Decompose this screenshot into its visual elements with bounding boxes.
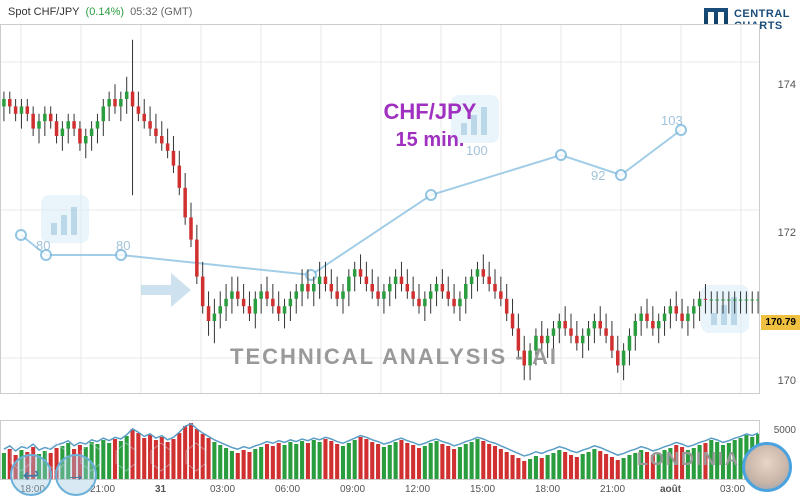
londinia-brand: LONDINIA [637,449,740,470]
nav-circle[interactable]: ↩ [10,454,52,496]
pct-change: (0.14%) [86,6,125,18]
nav-circle[interactable]: → [55,454,97,496]
y-axis: 170172174 [760,48,800,418]
x-axis: 18:0021:003103:0006:0009:0012:0015:0018:… [0,482,760,502]
svg-text:80: 80 [116,238,130,253]
chart-title: CHF/JPY 15 min. [330,99,530,152]
avatar-icon[interactable] [742,442,792,492]
current-price-tag: 170.79 [761,315,800,330]
ta-watermark: TECHNICAL ANALYSIS - AI [230,344,558,370]
timestamp: 05:32 (GMT) [130,6,192,18]
chart-header: Spot CHF/JPY (0.14%) 05:32 (GMT) [0,0,800,24]
chart-area: 808010092103 170172174 170.79 CHF/JPY 15… [0,24,800,500]
svg-text:92: 92 [591,168,605,183]
svg-text:103: 103 [661,113,683,128]
pair-name: Spot CHF/JPY [8,6,80,18]
svg-text:80: 80 [36,238,50,253]
candlestick-chart[interactable]: 808010092103 [0,24,760,394]
